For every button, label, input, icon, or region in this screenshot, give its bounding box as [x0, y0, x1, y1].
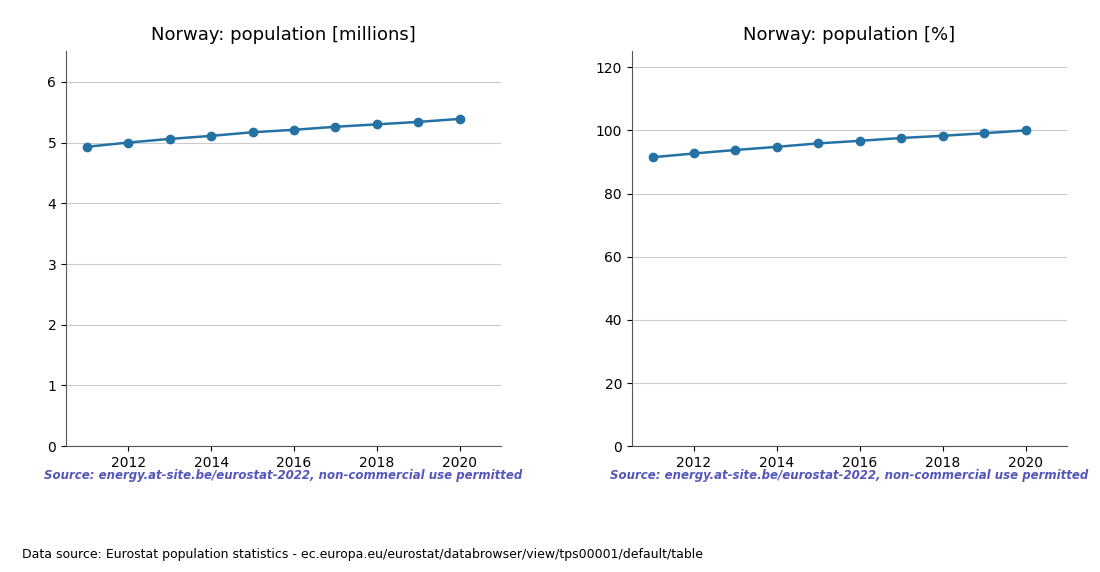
- Title: Norway: population [millions]: Norway: population [millions]: [151, 26, 416, 45]
- Text: Source: energy.at-site.be/eurostat-2022, non-commercial use permitted: Source: energy.at-site.be/eurostat-2022,…: [610, 469, 1089, 482]
- Text: Source: energy.at-site.be/eurostat-2022, non-commercial use permitted: Source: energy.at-site.be/eurostat-2022,…: [44, 469, 522, 482]
- Title: Norway: population [%]: Norway: population [%]: [744, 26, 956, 45]
- Text: Data source: Eurostat population statistics - ec.europa.eu/eurostat/databrowser/: Data source: Eurostat population statist…: [22, 547, 703, 561]
